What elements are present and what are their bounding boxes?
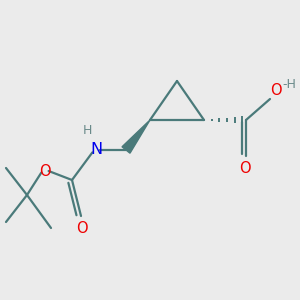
Polygon shape [122,120,150,153]
Text: O: O [39,164,51,178]
Text: H: H [82,124,92,137]
Text: O: O [76,221,87,236]
Text: O: O [271,83,282,98]
Text: -H: -H [283,79,296,92]
Text: N: N [90,142,102,158]
Text: O: O [239,161,250,176]
